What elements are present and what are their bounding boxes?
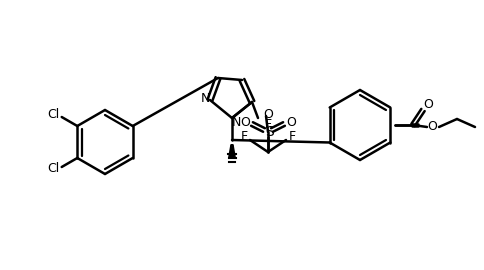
Text: O: O [240, 116, 250, 129]
Text: F: F [241, 130, 247, 143]
Text: N: N [231, 116, 241, 129]
Text: S: S [266, 125, 274, 139]
Text: Cl: Cl [47, 163, 60, 176]
Text: Cl: Cl [47, 109, 60, 122]
Text: O: O [286, 116, 296, 129]
Text: N: N [200, 92, 210, 104]
Text: O: O [263, 109, 273, 122]
Text: F: F [264, 117, 272, 130]
Text: O: O [427, 120, 437, 133]
Text: O: O [423, 99, 433, 112]
Text: F: F [288, 130, 296, 143]
